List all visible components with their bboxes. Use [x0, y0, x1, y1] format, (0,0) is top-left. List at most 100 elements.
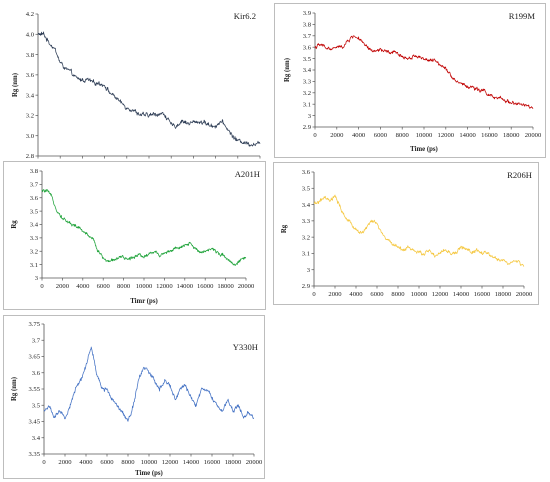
y-tick-label: 3.7: [303, 33, 312, 40]
y-tick-label: 2.8: [26, 153, 35, 160]
x-tick-label: 2000: [328, 291, 342, 298]
y-tick-label: 2.9: [302, 283, 311, 290]
y-tick-label: 3.7: [30, 182, 39, 189]
rg-series-line: [41, 188, 247, 266]
y-tick-label: 3.4: [302, 202, 311, 209]
x-axis-label: Time (ps): [410, 146, 438, 153]
x-tick-label: 0: [313, 132, 317, 139]
y-tick-label: 3.8: [26, 52, 35, 59]
chart-svg: 3.35 3.4 3.45 3.5 3.55 3.6 3.65 3.7 3.75 0 2000 400…: [11, 321, 263, 477]
x-tick-label: 4000: [349, 291, 363, 298]
y-tick-label: 3.2: [302, 234, 310, 241]
y-tick-label: 3.35: [28, 451, 40, 458]
y-tick-label: 3.5: [30, 208, 39, 215]
y-tick-label: 3.1: [302, 251, 310, 258]
y-tick-label: 3.4: [26, 92, 35, 99]
rg-series-line: [313, 194, 525, 267]
x-tick-label: 10000: [416, 132, 433, 139]
x-tick-label: 14000: [177, 283, 194, 290]
x-tick-label: 20000: [525, 132, 542, 139]
y-tick-label: 3.8: [303, 22, 312, 29]
x-tick-label: 18000: [217, 283, 234, 290]
y-tick-label: 3.6: [302, 169, 311, 176]
x-tick-label: 12000: [438, 132, 455, 139]
y-axis-label: Rg (nm): [11, 377, 18, 401]
y-tick-label: 3.5: [303, 56, 312, 63]
x-tick-label: 6000: [370, 291, 384, 298]
x-tick-label: 0: [40, 283, 44, 290]
chart-panel-a201h: 3 3.1 3.2 3.3 3.4 3.5 3.6 3.7 3.8 0 2000 4000 6000 80…: [3, 161, 266, 310]
y-tick-label: 3.75: [28, 321, 40, 328]
x-axis-label: Timr (ps): [130, 298, 158, 305]
chart-panel-r199m: 2.9 3 3.1 3.2 3.3 3.4 3.5 3.6 3.7 3.8 3.9 0 2000 4000…: [274, 3, 546, 158]
x-tick-label: 18000: [225, 459, 242, 466]
chart-svg: 3 3.1 3.2 3.3 3.4 3.5 3.6 3.7 3.8 0 2000 4000 6000 80…: [11, 168, 260, 305]
x-tick-label: 6000: [374, 132, 388, 139]
y-axis-label: Rg (nm): [284, 58, 291, 82]
x-tick-label: 8000: [396, 132, 410, 139]
y-tick-label: 4.2: [26, 11, 34, 18]
x-tick-label: 2000: [58, 459, 72, 466]
x-tick-label: 20000: [516, 291, 533, 298]
y-tick-label: 2.9: [303, 124, 312, 131]
x-tick-label: 10000: [136, 283, 153, 290]
y-tick-label: 3: [308, 113, 312, 120]
chart-panel-y330h: 3.35 3.4 3.45 3.5 3.55 3.6 3.65 3.7 3.75 0 2000 400…: [3, 315, 265, 479]
x-tick-label: 4000: [352, 132, 366, 139]
y-tick-label: 3.0: [26, 133, 35, 140]
x-tick-label: 4000: [76, 283, 90, 290]
y-tick-label: 3: [307, 267, 311, 274]
y-tick-label: 3.3: [302, 218, 311, 225]
x-tick-label: 16000: [474, 291, 491, 298]
x-tick-label: 0: [42, 459, 46, 466]
x-tick-label: 2000: [56, 283, 70, 290]
chart-title: Y330H: [233, 342, 258, 352]
y-tick-label: 3.2: [30, 248, 38, 255]
y-tick-label: 3.3: [30, 235, 39, 242]
chart-title: A201H: [235, 169, 260, 179]
y-tick-label: 3.65: [28, 354, 40, 361]
y-tick-label: 3.4: [30, 222, 39, 229]
x-tick-label: 4000: [79, 459, 93, 466]
y-tick-label: 3.55: [28, 386, 40, 393]
chart-title: R199M: [509, 11, 536, 21]
y-tick-label: 3.9: [303, 10, 312, 17]
x-tick-label: 12000: [432, 291, 449, 298]
x-tick-label: 8000: [391, 291, 405, 298]
y-tick-label: 3.4: [32, 435, 41, 442]
x-tick-label: 16000: [481, 132, 498, 139]
x-tick-label: 20000: [238, 283, 255, 290]
x-tick-label: 16000: [197, 283, 214, 290]
x-tick-label: 10000: [411, 291, 428, 298]
y-axis-label: Rg: [11, 220, 18, 229]
rg-series-line: [37, 31, 261, 147]
y-tick-label: 3.6: [303, 44, 312, 51]
x-tick-label: 10000: [141, 459, 158, 466]
chart-svg: 2.9 3 3.1 3.2 3.3 3.4 3.5 3.6 0 2000 4000 6000 8000 1…: [281, 169, 533, 298]
x-tick-label: 12000: [162, 459, 179, 466]
y-tick-label: 3.6: [30, 195, 39, 202]
x-tick-label: 2000: [330, 132, 344, 139]
y-tick-label: 3: [35, 275, 39, 282]
chart-title: R206H: [507, 170, 532, 180]
x-tick-label: 14000: [183, 459, 200, 466]
rg-series-line: [314, 35, 534, 109]
y-axis-label: Rg (nm): [12, 73, 19, 97]
x-tick-label: 18000: [495, 291, 512, 298]
y-tick-label: 3.5: [32, 402, 41, 409]
y-tick-label: 3.3: [303, 79, 312, 86]
x-tick-label: 12000: [156, 283, 173, 290]
x-tick-label: 16000: [204, 459, 221, 466]
x-tick-label: 8000: [121, 459, 135, 466]
chart-title: Kir6.2: [234, 11, 256, 21]
y-tick-label: 3.2: [26, 113, 34, 120]
y-tick-label: 3.1: [303, 101, 311, 108]
y-tick-label: 3.1: [30, 262, 38, 269]
x-tick-label: 18000: [503, 132, 520, 139]
chart-svg: 2.8 3.0 3.2 3.4 3.6 3.8 4.0 4.2 Kir6.2 Rg (nm): [12, 11, 261, 160]
x-axis-label: Time (ps): [135, 470, 163, 477]
x-tick-label: 8000: [117, 283, 131, 290]
x-tick-label: 14000: [453, 291, 470, 298]
y-tick-label: 3.6: [26, 72, 35, 79]
y-tick-label: 3.7: [32, 337, 41, 344]
